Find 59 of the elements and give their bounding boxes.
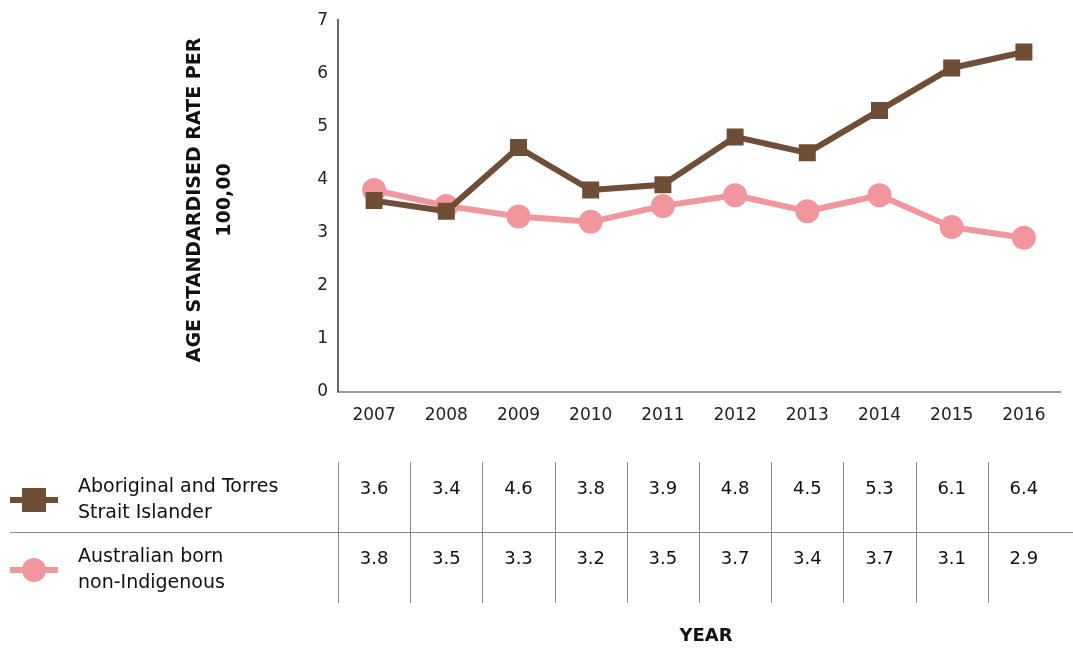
point bbox=[943, 59, 961, 77]
y-tick-label: 4 bbox=[317, 167, 328, 188]
data-label: 6.4 bbox=[1009, 476, 1039, 498]
point bbox=[654, 176, 672, 194]
data-label: 6.1 bbox=[937, 476, 967, 498]
point bbox=[867, 183, 892, 208]
x-tick-label: 2013 bbox=[785, 404, 829, 425]
data-label: 5.3 bbox=[865, 476, 894, 498]
data-label: 3.8 bbox=[576, 476, 606, 498]
point bbox=[795, 199, 820, 224]
point bbox=[578, 209, 603, 234]
y-tick-label: 1 bbox=[317, 326, 328, 347]
point bbox=[1015, 43, 1033, 61]
legend-label: Australian born non-Indigenous bbox=[78, 543, 225, 592]
y-tick-label: 0 bbox=[317, 380, 328, 401]
data-label: 2.9 bbox=[1009, 546, 1039, 568]
point bbox=[510, 139, 527, 157]
data-label: 3.7 bbox=[865, 546, 894, 568]
data-label: 3.6 bbox=[359, 476, 389, 498]
data-label: 3.3 bbox=[504, 546, 533, 568]
y-tick-label: 5 bbox=[317, 114, 328, 135]
x-tick-label: 2015 bbox=[930, 404, 974, 425]
data-label: 3.1 bbox=[937, 546, 967, 568]
data-label: 3.5 bbox=[431, 546, 461, 568]
data-label: 3.8 bbox=[359, 546, 389, 568]
data-label: 3.4 bbox=[431, 476, 461, 498]
point bbox=[1011, 225, 1036, 250]
y-tick-label: 7 bbox=[317, 8, 328, 29]
data-label: 4.6 bbox=[504, 476, 533, 498]
point bbox=[723, 183, 748, 208]
y-axis-title: AGE STANDARDISED RATE PER 100,00 bbox=[181, 37, 234, 363]
data-label: 3.4 bbox=[792, 546, 822, 568]
x-tick-label: 2011 bbox=[641, 404, 685, 425]
y-tick-label: 2 bbox=[317, 273, 328, 294]
x-tick-label: 2010 bbox=[569, 404, 613, 425]
x-tick-label: 2014 bbox=[857, 404, 902, 425]
x-tick-label: 2012 bbox=[713, 404, 757, 425]
point bbox=[650, 193, 675, 218]
point bbox=[939, 215, 964, 240]
x-tick-label: 2016 bbox=[1002, 404, 1046, 425]
data-label: 4.8 bbox=[720, 476, 750, 498]
x-tick-label: 2007 bbox=[352, 404, 396, 425]
point bbox=[506, 204, 531, 229]
legend-label: Aboriginal and Torres Strait Islander bbox=[78, 473, 279, 522]
data-label: 3.2 bbox=[576, 546, 606, 568]
data-label: 3.9 bbox=[648, 476, 678, 498]
point bbox=[871, 101, 888, 119]
y-tick-label: 3 bbox=[317, 220, 328, 241]
data-label: 3.7 bbox=[720, 546, 750, 568]
point bbox=[365, 192, 383, 210]
x-tick-label: 2008 bbox=[424, 404, 468, 425]
y-tick-label: 6 bbox=[317, 61, 328, 82]
point bbox=[582, 181, 600, 199]
point bbox=[798, 144, 816, 162]
x-tick-label: 2009 bbox=[496, 404, 541, 425]
data-label: 4.5 bbox=[792, 476, 822, 498]
text: YEAR bbox=[678, 623, 733, 645]
point bbox=[726, 128, 744, 146]
data-label: 3.5 bbox=[648, 546, 678, 568]
